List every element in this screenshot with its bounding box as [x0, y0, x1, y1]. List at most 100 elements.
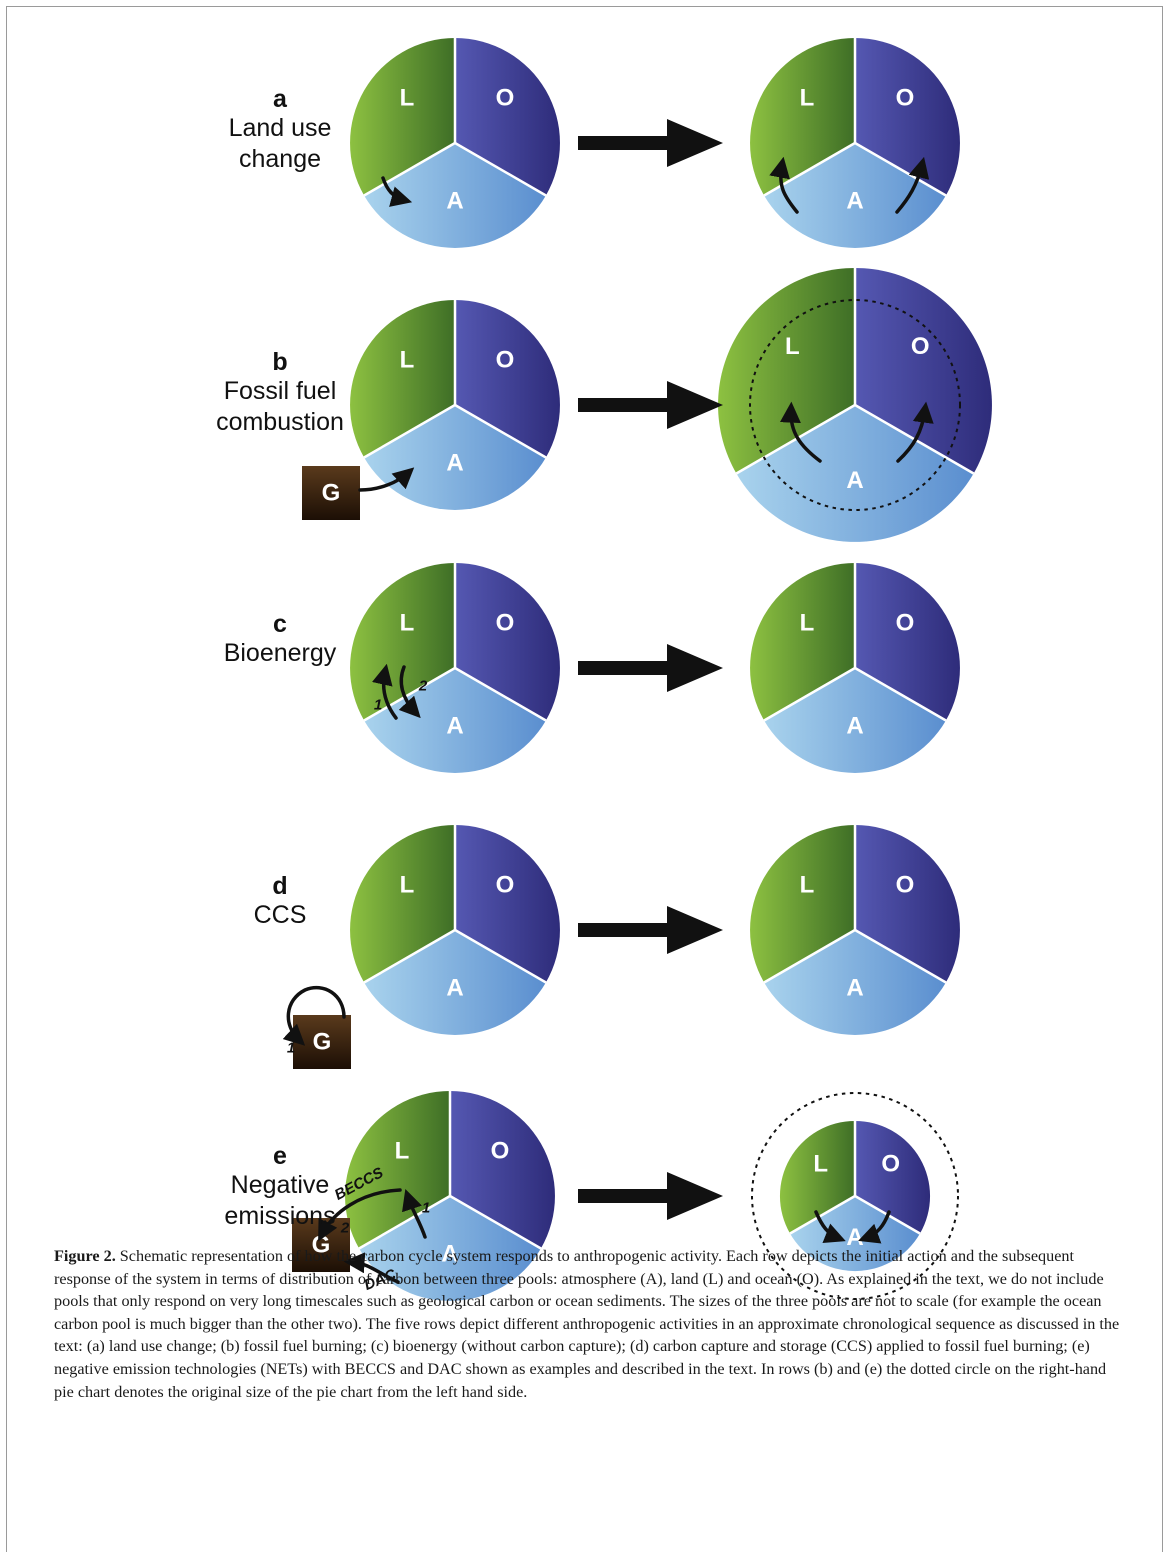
land-pool-label: L	[400, 347, 415, 374]
transition-arrow	[578, 1172, 723, 1220]
slice-divider	[789, 1194, 856, 1235]
atmosphere-pool-slice	[364, 143, 546, 248]
land-pool-label: L	[400, 610, 415, 637]
ocean-pool-label: O	[496, 872, 515, 899]
row-letter: b	[272, 348, 288, 376]
caption-text: Schematic representation of how the carb…	[54, 1247, 1120, 1401]
atmosphere-pool-label: A	[846, 467, 863, 494]
row-activity-name: Negative emissions	[224, 1171, 336, 1230]
transition-arrow	[578, 906, 723, 954]
atmosphere-pool-label: A	[446, 450, 463, 477]
ocean-pool-label: O	[496, 610, 515, 637]
slice-divider	[454, 403, 547, 459]
step-1-label: 1	[374, 697, 382, 714]
ocean-pool-slice	[455, 563, 560, 721]
land-pool-slice	[345, 1091, 450, 1249]
atmosphere-pool-label: A	[441, 1241, 458, 1268]
land-pool-label: L	[813, 1150, 828, 1177]
row-label-c: c Bioenergy	[210, 610, 350, 669]
pie-chart-a-before: L O A	[350, 38, 560, 248]
original-size-dotted-circle	[749, 299, 961, 511]
land-pool-slice	[750, 563, 855, 721]
atmosphere-pool-slice	[359, 1196, 541, 1301]
geological-pool-box-b: G	[302, 466, 360, 520]
pie-chart-c-after: L O A	[750, 563, 960, 773]
land-pool-slice	[350, 38, 455, 196]
slice-divider	[363, 666, 456, 722]
slice-divider	[854, 666, 947, 722]
land-to-geological-arrow-beccs	[318, 1188, 402, 1242]
land-pool-label: L	[785, 333, 800, 360]
ocean-pool-slice	[855, 825, 960, 983]
land-pool-label: L	[800, 610, 815, 637]
atmosphere-to-land-arrow-e	[402, 1189, 427, 1239]
slice-divider	[358, 1194, 451, 1250]
pie-chart-d-before: L O A	[350, 825, 560, 1035]
slice-divider	[854, 141, 947, 197]
ocean-pool-slice	[855, 1121, 931, 1234]
atmosphere-pool-label: A	[846, 713, 863, 740]
geological-pool-label: G	[322, 480, 341, 507]
atmosphere-to-land-arrow-b	[779, 401, 822, 463]
pie-chart-d-after: L O A	[750, 825, 960, 1035]
caption-label: Figure 2.	[54, 1247, 116, 1265]
ocean-pool-label: O	[496, 347, 515, 374]
ocean-pool-label: O	[881, 1150, 900, 1177]
land-pool-slice	[779, 1121, 855, 1234]
atmosphere-pool-slice	[764, 668, 946, 773]
row-label-e: e Negative emissions	[210, 1142, 350, 1232]
ocean-pool-slice	[855, 38, 960, 196]
pie-chart-e-before: L O A	[345, 1091, 555, 1301]
row-letter: e	[273, 1142, 287, 1170]
transition-arrows	[578, 119, 723, 1220]
atmosphere-to-land-arrow-c	[372, 663, 398, 720]
pie-chart-b-before: L O A	[350, 300, 560, 510]
slice-divider	[454, 141, 547, 197]
ccs-loop-arrow	[282, 985, 346, 1046]
slice-divider	[854, 928, 947, 984]
step-2-label: 2	[418, 678, 428, 695]
atmosphere-to-land-arrow	[769, 156, 799, 214]
transition-arrow	[578, 381, 723, 429]
row-activity-name: CCS	[253, 901, 307, 929]
row-activity-name: Bioenergy	[223, 639, 337, 667]
ocean-pool-slice	[855, 563, 960, 721]
land-to-atmosphere-arrow-e	[814, 1210, 846, 1244]
ocean-pool-label: O	[911, 333, 930, 360]
step-2-label-e: 2	[340, 1220, 350, 1237]
atmosphere-to-geological-arrow-dac	[343, 1252, 400, 1284]
atmosphere-pool-slice	[364, 930, 546, 1035]
row-label-b: b Fossil fuel combustion	[210, 348, 350, 438]
slice-divider	[763, 141, 856, 197]
land-to-atmosphere-arrow	[381, 176, 413, 207]
land-pool-label: L	[800, 85, 815, 112]
land-pool-label: L	[400, 85, 415, 112]
original-size-dotted-circle	[751, 1092, 959, 1300]
slice-divider	[454, 666, 547, 722]
atmosphere-pool-label: A	[446, 975, 463, 1002]
land-pool-slice	[350, 300, 455, 458]
row-activity-name: Land use change	[228, 114, 332, 173]
atmosphere-pool-slice	[764, 930, 946, 1035]
land-to-atmosphere-arrow-c	[398, 665, 421, 719]
slice-divider	[735, 403, 856, 475]
atmosphere-to-ocean-arrow	[895, 156, 930, 214]
slice-divider	[363, 141, 456, 197]
slice-divider	[363, 403, 456, 459]
ocean-pool-label: O	[496, 85, 515, 112]
ocean-pool-slice	[455, 300, 560, 458]
transition-arrow	[578, 644, 723, 692]
atmosphere-pool-label: A	[846, 975, 863, 1002]
slice-divider	[454, 928, 547, 984]
slice-divider	[763, 666, 856, 722]
transition-arrow	[578, 119, 723, 167]
row-activity-name: Fossil fuel combustion	[216, 377, 344, 436]
atmosphere-pool-slice	[736, 405, 974, 542]
ocean-pool-slice	[455, 825, 560, 983]
row-letter: c	[273, 610, 287, 638]
step-1-label-d: 1	[287, 1040, 295, 1057]
land-pool-label: L	[400, 872, 415, 899]
ocean-to-atmosphere-arrow-e	[858, 1210, 891, 1244]
ocean-pool-label: O	[896, 872, 915, 899]
